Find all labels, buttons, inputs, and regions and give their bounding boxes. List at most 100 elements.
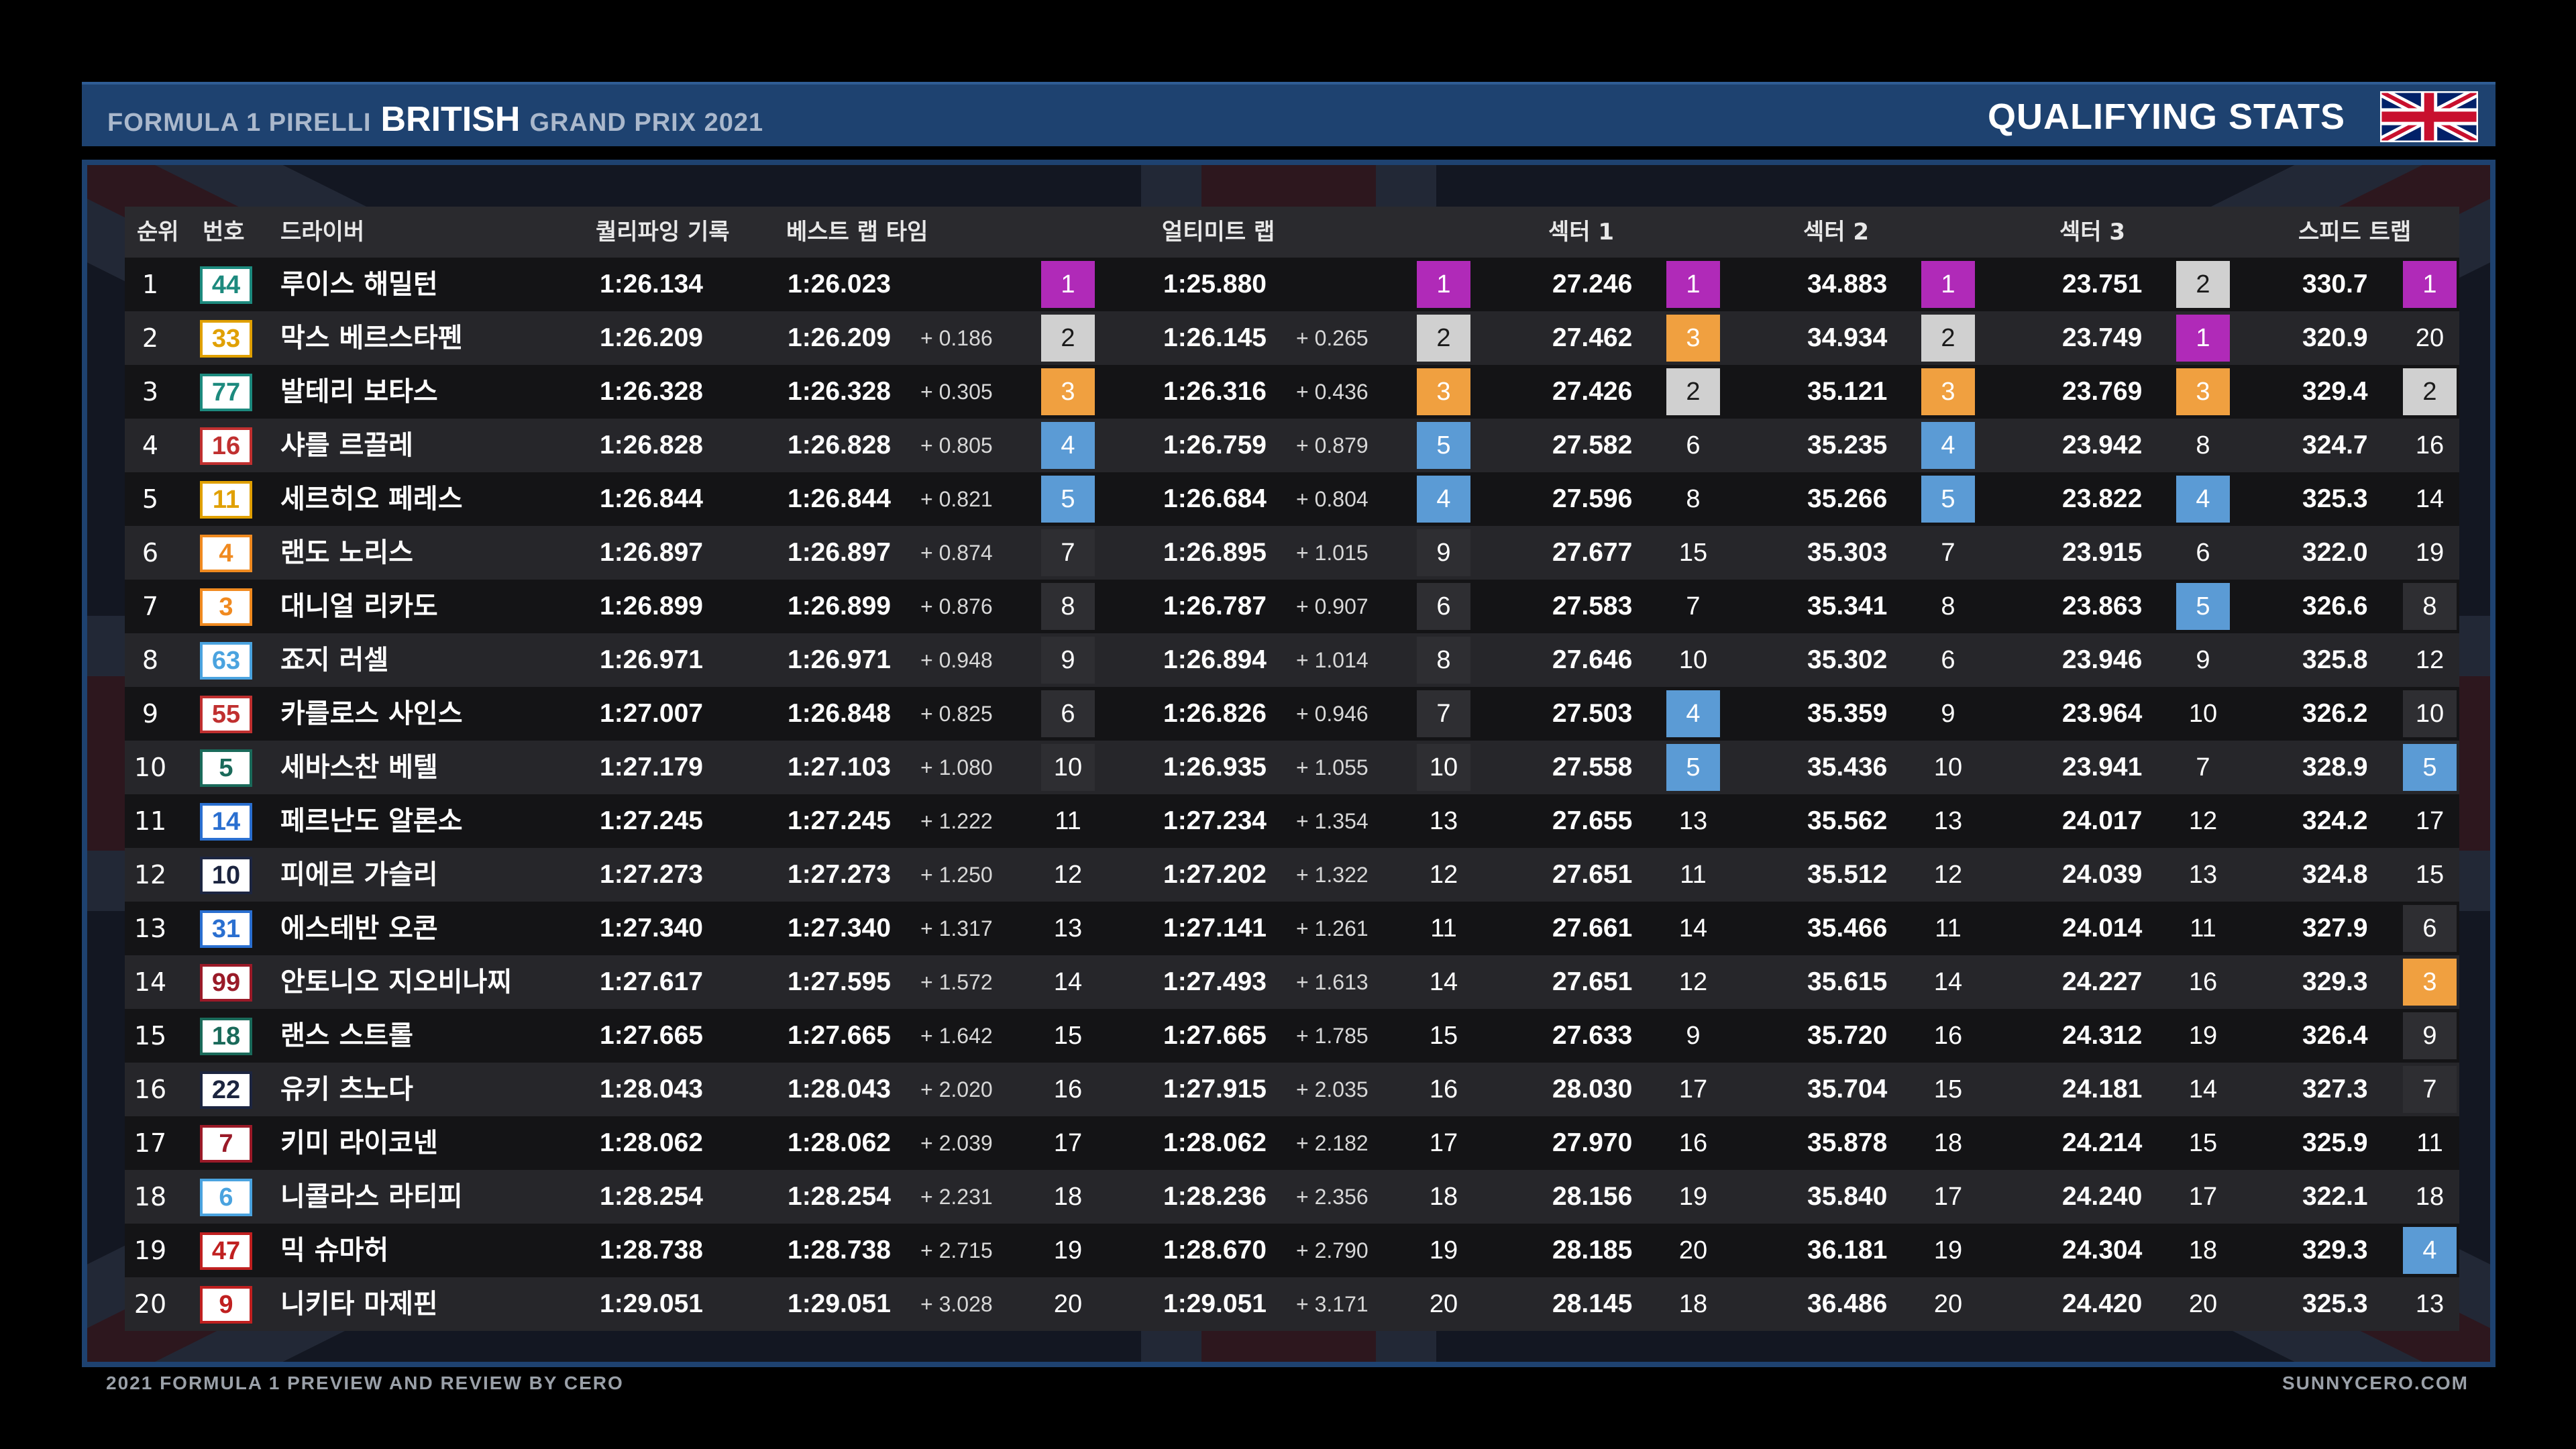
sector1-time: 27.677 bbox=[1552, 538, 1633, 567]
qualifying-time: 1:27.617 bbox=[600, 967, 703, 996]
sector2-rank: 18 bbox=[1933, 1129, 1963, 1157]
table-row: 14 99 안토니오 지오비나찌 1:27.617 1:27.595 + 1.572 14 1… bbox=[125, 955, 2459, 1009]
sector2-rank: 12 bbox=[1933, 861, 1963, 889]
sector2-time: 35.436 bbox=[1807, 753, 1888, 782]
speed-trap-rank: 17 bbox=[2415, 807, 2445, 835]
position-cell: 6 bbox=[142, 538, 159, 568]
sector2-time: 35.840 bbox=[1807, 1182, 1888, 1211]
ultimate-lap-time: 1:28.670 bbox=[1163, 1236, 1267, 1265]
ultimate-lap-rank: 8 bbox=[1417, 637, 1470, 684]
position-cell: 3 bbox=[142, 377, 159, 407]
best-lap-gap: + 2.231 bbox=[920, 1185, 993, 1209]
speed-trap-value: 329.4 bbox=[2302, 377, 2368, 406]
speed-trap-value: 325.9 bbox=[2302, 1128, 2368, 1157]
best-lap-rank: 16 bbox=[1053, 1075, 1083, 1104]
sector1-time: 27.462 bbox=[1552, 323, 1633, 352]
driver-name: 믹 슈마허 bbox=[280, 1235, 389, 1266]
ultimate-lap-gap: + 0.907 bbox=[1296, 594, 1368, 619]
sector1-time: 27.661 bbox=[1552, 914, 1633, 943]
sector2-rank: 7 bbox=[1941, 539, 1955, 567]
footer-site-link[interactable]: SUNNYCERO.COM bbox=[2282, 1373, 2469, 1393]
best-lap-time: 1:26.209 bbox=[788, 323, 891, 352]
car-number-badge: 6 bbox=[200, 1179, 252, 1216]
speed-trap-rank: 7 bbox=[2403, 1066, 2457, 1113]
sector1-time: 27.651 bbox=[1552, 860, 1633, 889]
best-lap-time: 1:26.848 bbox=[788, 699, 891, 728]
sector3-rank: 8 bbox=[2196, 431, 2210, 460]
sector1-time: 27.426 bbox=[1552, 377, 1633, 406]
best-lap-gap: + 1.080 bbox=[920, 755, 993, 780]
best-lap-rank: 10 bbox=[1041, 744, 1095, 791]
ultimate-lap-time: 1:27.915 bbox=[1163, 1075, 1267, 1104]
sector2-rank: 11 bbox=[1935, 914, 1962, 943]
best-lap-rank: 8 bbox=[1041, 583, 1095, 630]
qualifying-time: 1:26.328 bbox=[600, 377, 703, 406]
qualifying-time: 1:26.209 bbox=[600, 323, 703, 352]
sector1-time: 28.145 bbox=[1552, 1289, 1633, 1318]
speed-trap-rank: 16 bbox=[2415, 431, 2445, 460]
sector1-rank: 2 bbox=[1666, 368, 1720, 415]
qualifying-time: 1:27.179 bbox=[600, 753, 703, 782]
sector3-time: 24.014 bbox=[2062, 914, 2143, 943]
ultimate-lap-rank: 20 bbox=[1429, 1290, 1458, 1318]
ultimate-lap-gap: + 2.790 bbox=[1296, 1238, 1368, 1263]
speed-trap-value: 330.7 bbox=[2302, 270, 2368, 299]
position-cell: 8 bbox=[142, 645, 159, 675]
driver-name: 페르난도 알론소 bbox=[280, 806, 463, 837]
best-lap-time: 1:26.971 bbox=[788, 645, 891, 674]
sector1-time: 28.030 bbox=[1552, 1075, 1633, 1104]
car-number-badge: 11 bbox=[200, 481, 252, 519]
uk-flag-icon bbox=[2380, 91, 2478, 142]
position-cell: 4 bbox=[142, 431, 159, 460]
col-qual: 퀄리파잉 기록 bbox=[596, 219, 730, 246]
sector3-time: 24.304 bbox=[2062, 1236, 2143, 1265]
sector3-rank: 6 bbox=[2196, 539, 2210, 567]
best-lap-time: 1:28.254 bbox=[788, 1182, 891, 1211]
sector2-time: 35.341 bbox=[1807, 592, 1888, 621]
best-lap-gap: + 3.028 bbox=[920, 1292, 993, 1316]
speed-trap-value: 325.3 bbox=[2302, 1289, 2368, 1318]
car-number-badge: 7 bbox=[200, 1125, 252, 1163]
speed-trap-value: 322.0 bbox=[2302, 538, 2368, 567]
ultimate-lap-rank: 14 bbox=[1429, 968, 1458, 996]
speed-trap-rank: 11 bbox=[2416, 1129, 2443, 1157]
ultimate-lap-rank: 9 bbox=[1417, 529, 1470, 576]
ultimate-lap-rank: 13 bbox=[1429, 807, 1458, 835]
table-row: 10 5 세바스찬 베텔 1:27.179 1:27.103 + 1.080 10 1:26.… bbox=[125, 741, 2459, 794]
qualifying-time: 1:26.134 bbox=[600, 270, 703, 299]
speed-trap-value: 327.9 bbox=[2302, 914, 2368, 943]
driver-name: 랜스 스트롤 bbox=[280, 1020, 413, 1051]
car-number-badge: 47 bbox=[200, 1232, 252, 1270]
position-cell: 14 bbox=[133, 967, 167, 997]
best-lap-rank: 18 bbox=[1053, 1183, 1083, 1211]
best-lap-gap: + 0.948 bbox=[920, 648, 993, 672]
ultimate-lap-rank: 7 bbox=[1417, 690, 1470, 737]
sector3-time: 24.312 bbox=[2062, 1021, 2143, 1050]
best-lap-gap: + 2.020 bbox=[920, 1077, 993, 1102]
sector2-time: 35.878 bbox=[1807, 1128, 1888, 1157]
speed-trap-rank: 9 bbox=[2403, 1012, 2457, 1059]
ultimate-lap-gap: + 1.055 bbox=[1296, 755, 1368, 780]
best-lap-rank: 12 bbox=[1053, 861, 1083, 889]
car-number-badge: 55 bbox=[200, 696, 252, 733]
sector2-rank: 15 bbox=[1933, 1075, 1963, 1104]
position-cell: 17 bbox=[133, 1128, 167, 1158]
sector2-time: 35.302 bbox=[1807, 645, 1888, 674]
sector1-time: 27.655 bbox=[1552, 806, 1633, 835]
speed-trap-value: 326.4 bbox=[2302, 1021, 2368, 1050]
ultimate-lap-rank: 11 bbox=[1430, 914, 1457, 943]
sector2-time: 35.512 bbox=[1807, 860, 1888, 889]
sector3-time: 24.039 bbox=[2062, 860, 2143, 889]
ultimate-lap-gap: + 1.322 bbox=[1296, 863, 1368, 887]
car-number-badge: 10 bbox=[200, 857, 252, 894]
sector1-rank: 12 bbox=[1678, 968, 1708, 996]
car-number-badge: 77 bbox=[200, 374, 252, 411]
sector3-time: 23.942 bbox=[2062, 431, 2143, 460]
qualifying-time: 1:26.971 bbox=[600, 645, 703, 674]
car-number-badge: 14 bbox=[200, 803, 252, 841]
ultimate-lap-time: 1:28.062 bbox=[1163, 1128, 1267, 1157]
sector1-rank: 11 bbox=[1680, 861, 1707, 889]
sector2-rank: 17 bbox=[1933, 1183, 1963, 1211]
sector2-rank: 20 bbox=[1933, 1290, 1963, 1318]
stats-title: QUALIFYING STATS bbox=[1988, 97, 2345, 137]
